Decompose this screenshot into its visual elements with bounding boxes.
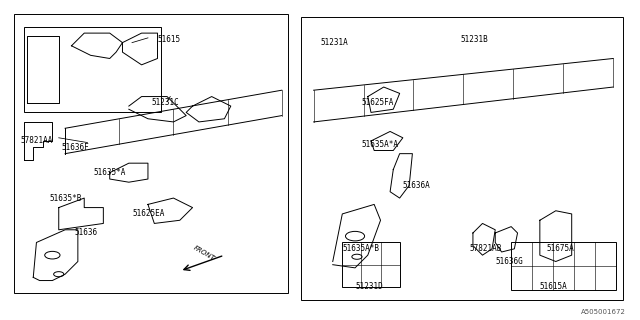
Text: A505001672: A505001672	[581, 309, 626, 316]
Text: 51615: 51615	[157, 35, 180, 44]
Text: 51231A: 51231A	[320, 38, 348, 47]
Text: 51675A: 51675A	[546, 244, 574, 253]
Text: 51635*B: 51635*B	[49, 194, 81, 203]
Text: 51625FA: 51625FA	[362, 99, 394, 108]
Text: 51231C: 51231C	[151, 99, 179, 108]
Bar	[301, 17, 623, 300]
Text: 51636: 51636	[75, 228, 98, 237]
Text: 51231B: 51231B	[460, 35, 488, 44]
Text: 51636A: 51636A	[403, 181, 431, 190]
Text: FRONT: FRONT	[193, 244, 216, 261]
Text: 51635A*A: 51635A*A	[362, 140, 399, 148]
Text: 51615A: 51615A	[540, 282, 568, 292]
Text: 51636F: 51636F	[62, 143, 90, 152]
Text: 51231D: 51231D	[355, 282, 383, 292]
Bar	[24, 27, 161, 112]
Text: 51625EA: 51625EA	[132, 209, 164, 219]
Bar	[14, 14, 288, 293]
Text: 51636G: 51636G	[495, 257, 523, 266]
Bar	[511, 243, 616, 290]
Bar	[342, 243, 399, 287]
Text: 57821AA: 57821AA	[20, 136, 53, 146]
Text: 57821AB: 57821AB	[470, 244, 502, 253]
Text: 51635*A: 51635*A	[94, 168, 126, 177]
Text: 51635A*B: 51635A*B	[342, 244, 380, 253]
